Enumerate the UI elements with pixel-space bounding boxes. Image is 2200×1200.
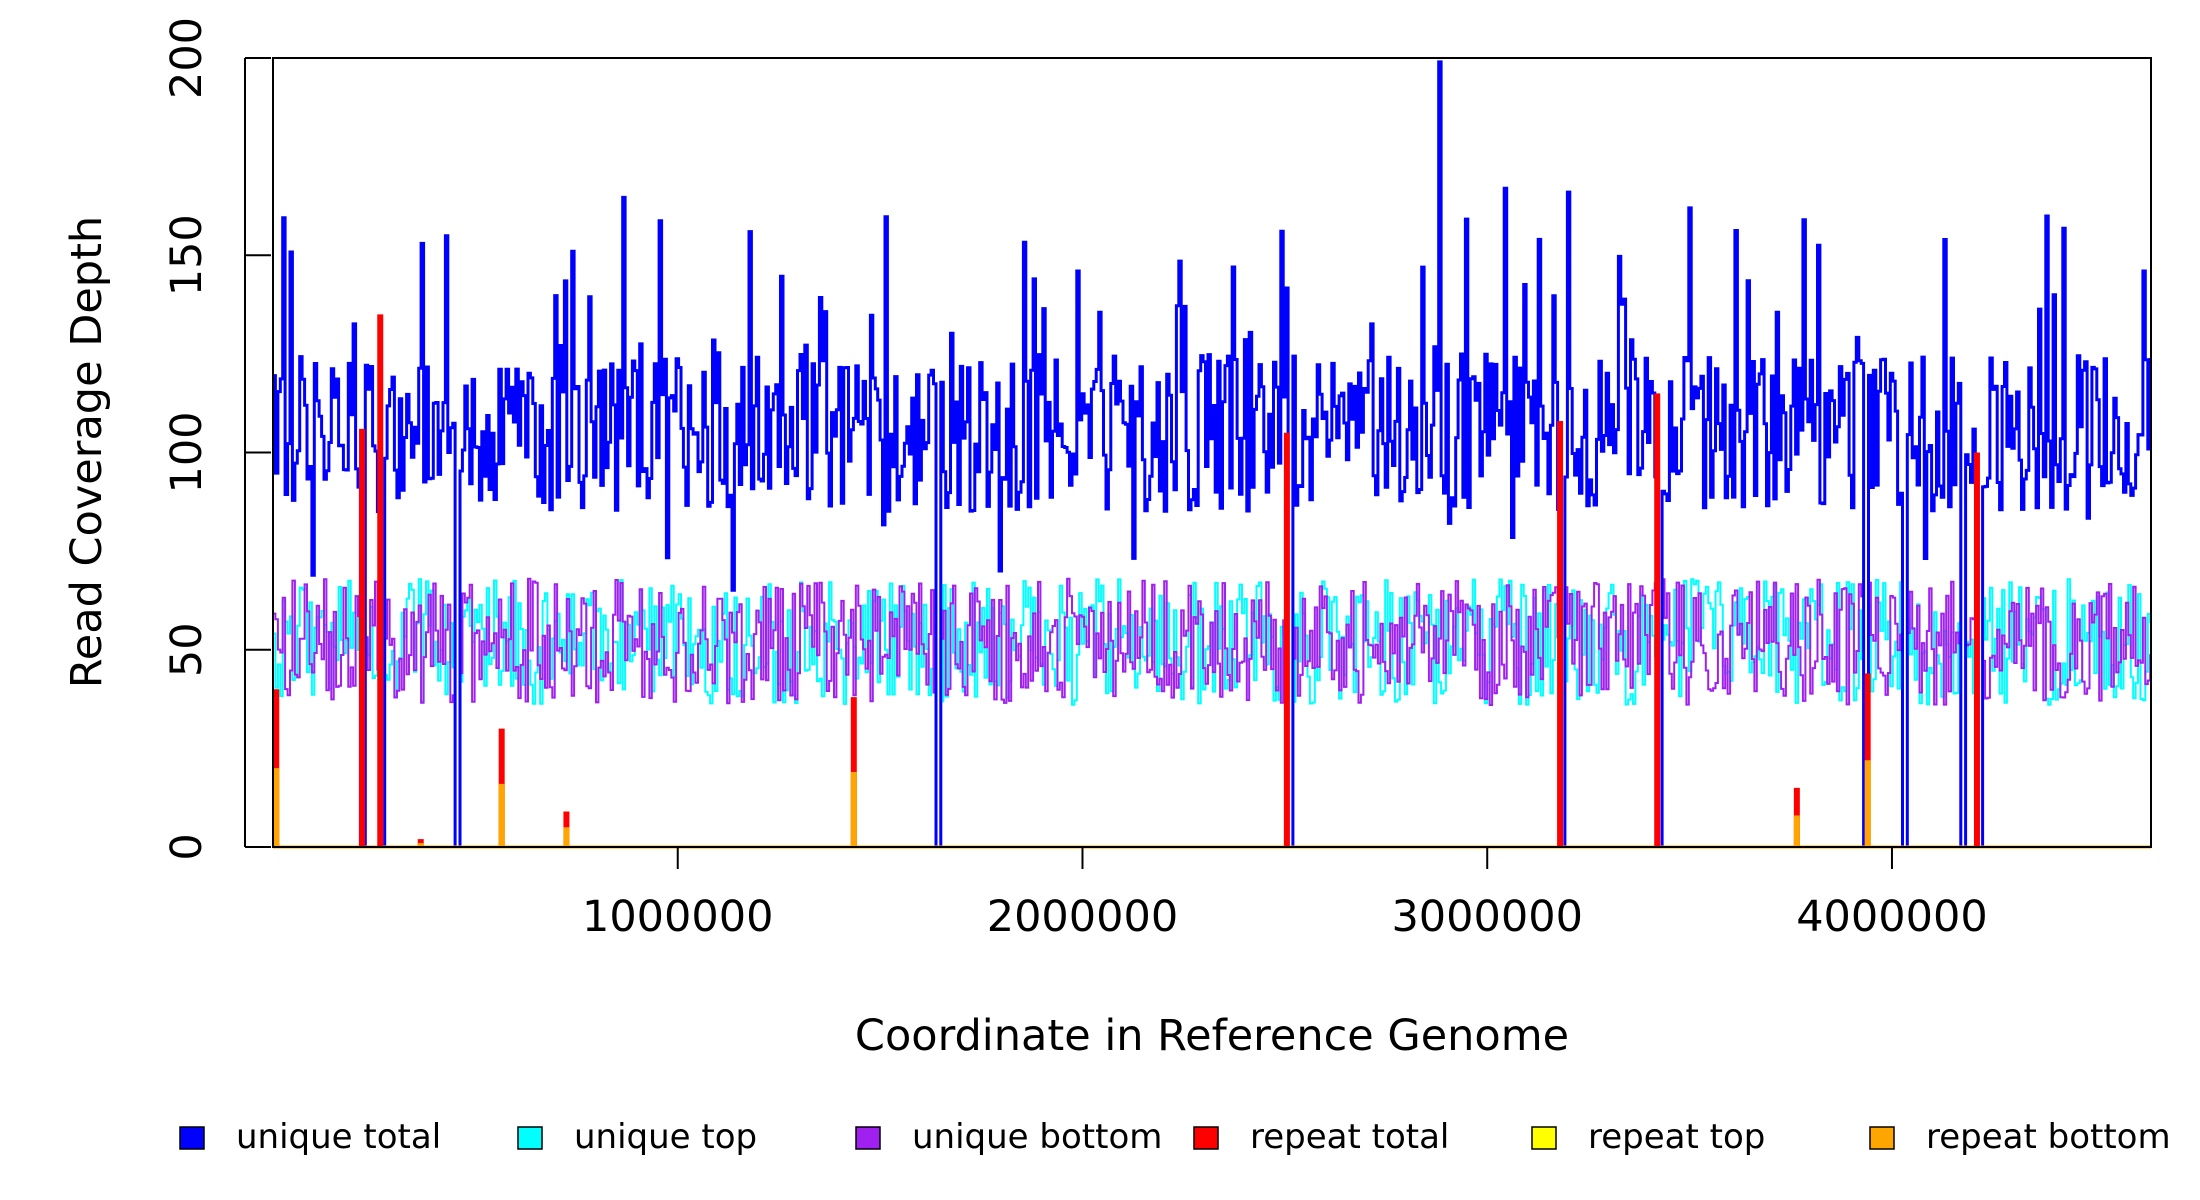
legend-item: unique bottom — [855, 1117, 1162, 1157]
legend-label: repeat top — [1588, 1117, 1765, 1157]
plot-frame — [272, 57, 2152, 848]
legend-swatch — [1193, 1126, 1219, 1150]
legend-swatch — [1531, 1126, 1557, 1150]
y-tick-label-0: 0 — [162, 833, 212, 860]
legend-item: unique top — [517, 1117, 757, 1157]
x-tick-label-4000000: 4000000 — [1796, 892, 1988, 942]
x-tick-label-1000000: 1000000 — [582, 892, 774, 942]
legend-swatch — [517, 1126, 543, 1150]
legend-swatch — [1869, 1126, 1895, 1150]
y-axis-title: Read Coverage Depth — [62, 216, 112, 688]
legend-swatch — [855, 1126, 881, 1150]
series-unique-total — [273, 60, 2152, 849]
series-unique-bottom — [273, 577, 2152, 848]
legend-item: unique total — [179, 1117, 441, 1157]
y-tick-label-100: 100 — [162, 411, 212, 493]
legend-label: repeat total — [1250, 1117, 1449, 1157]
legend-swatch — [179, 1126, 205, 1150]
x-tick-label-3000000: 3000000 — [1391, 892, 1583, 942]
x-tick-label-2000000: 2000000 — [987, 892, 1179, 942]
y-axis: 0 50 100 150 200 — [162, 17, 271, 861]
x-axis: 1000000 2000000 3000000 4000000 — [582, 847, 1988, 942]
legend-label: unique bottom — [912, 1117, 1162, 1157]
legend: unique total unique top unique bottom repea… — [179, 1117, 2171, 1157]
legend-item: repeat total — [1193, 1117, 1449, 1157]
y-tick-label-200: 200 — [162, 17, 212, 99]
legend-item: repeat bottom — [1869, 1117, 2171, 1157]
legend-item: repeat top — [1531, 1117, 1765, 1157]
legend-label: repeat bottom — [1926, 1117, 2171, 1157]
y-tick-label-50: 50 — [162, 622, 212, 677]
legend-label: unique total — [236, 1117, 441, 1157]
legend-label: unique top — [574, 1117, 757, 1157]
x-axis-title: Coordinate in Reference Genome — [855, 1011, 1569, 1061]
plot-series — [273, 60, 2152, 849]
y-tick-label-150: 150 — [162, 214, 212, 296]
